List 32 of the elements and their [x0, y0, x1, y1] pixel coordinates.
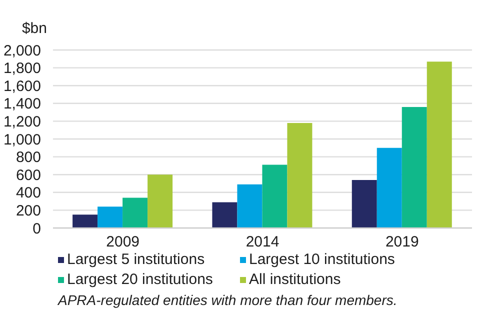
bar: [237, 184, 262, 228]
bar: [72, 214, 98, 228]
x-tick-label: 2019: [385, 234, 419, 251]
bar: [376, 148, 402, 228]
bar: [122, 198, 148, 228]
y-tick-label: 400: [16, 184, 41, 202]
legend-label: Largest 5 institutions: [67, 250, 205, 269]
y-tick-label: 200: [16, 202, 41, 220]
y-tick-label: 0: [32, 220, 41, 238]
bar: [352, 180, 377, 228]
bar: [148, 174, 173, 228]
y-tick-label: 1,800: [3, 60, 41, 78]
bar: [287, 122, 312, 228]
legend-label: All institutions: [249, 270, 341, 289]
bar: [212, 202, 238, 228]
y-tick-label: 1,400: [3, 96, 41, 113]
bar: [426, 62, 452, 228]
bar: [262, 164, 288, 228]
bar: [98, 206, 123, 228]
y-tick-label: 1,200: [3, 114, 41, 131]
y-tick-label: 2,000: [3, 42, 41, 60]
legend-label: Largest 10 institutions: [249, 250, 395, 269]
x-tick-label: 2014: [246, 234, 280, 251]
x-tick-label: 2009: [106, 234, 140, 251]
y-tick-label: 800: [16, 149, 41, 166]
text: APRA-regulated entities with more than four members.: [58, 292, 398, 308]
y-axis-title: $bn: [20, 20, 47, 38]
y-tick-label: 1,000: [3, 131, 41, 148]
y-tick-label: 1,600: [3, 78, 41, 95]
y-tick-label: 600: [16, 166, 41, 184]
legend-label: Largest 20 institutions: [67, 270, 213, 289]
bar: [402, 106, 427, 228]
